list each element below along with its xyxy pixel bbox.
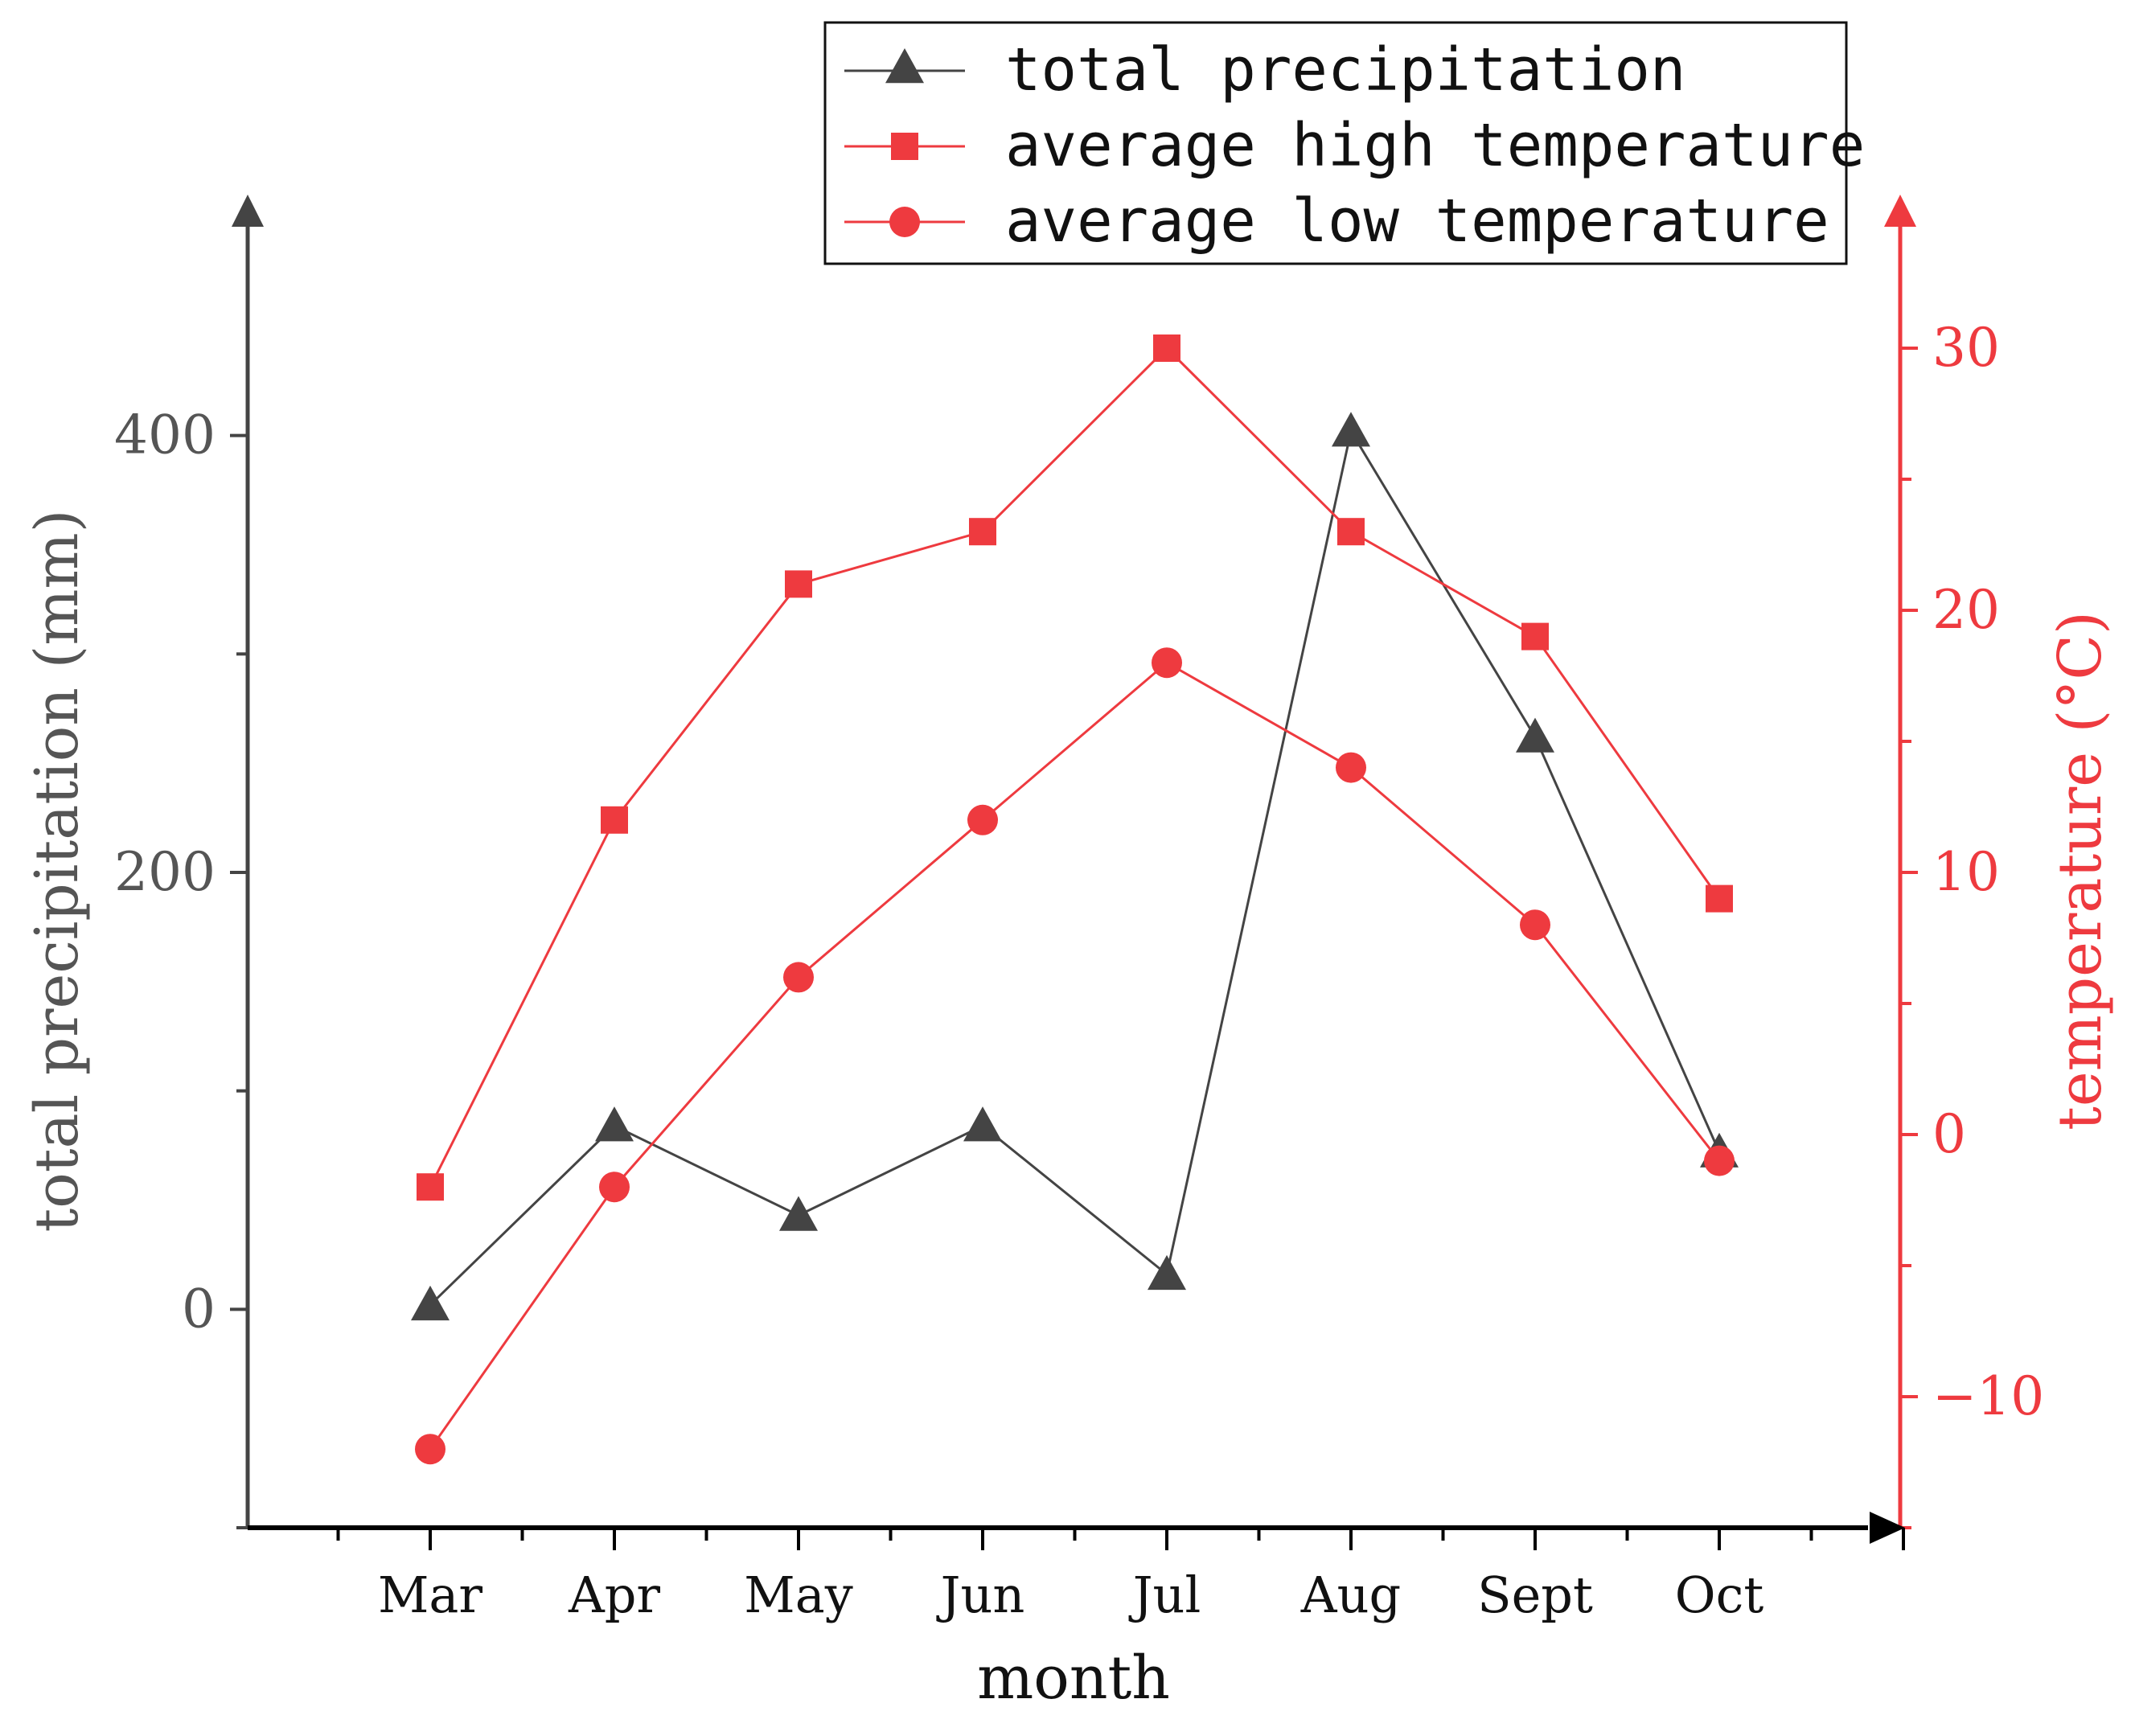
data-point xyxy=(1153,334,1180,362)
data-point xyxy=(967,804,998,835)
data-point xyxy=(969,518,996,546)
legend-label: average high temperature xyxy=(1005,111,1865,180)
series-layer xyxy=(411,334,1739,1465)
y-axis-right-arrow xyxy=(1884,195,1916,227)
data-point xyxy=(411,1285,450,1321)
series-2 xyxy=(415,647,1735,1465)
y-right-tick-label: 30 xyxy=(1932,317,2000,379)
labels-layer: total precipitation (mm) temperature (°C… xyxy=(23,509,2115,1713)
legend-entry-1: average high temperature xyxy=(844,111,1865,180)
x-tick-label: Oct xyxy=(1675,1566,1764,1624)
x-tick-label: Jul xyxy=(1128,1566,1201,1624)
legend-entry-2: average low temperature xyxy=(844,187,1829,256)
series-line xyxy=(429,661,1721,1451)
data-point xyxy=(1520,909,1550,941)
data-point xyxy=(595,1106,634,1142)
data-point xyxy=(783,962,814,993)
data-point xyxy=(417,1173,444,1201)
data-point xyxy=(1516,717,1554,753)
data-point xyxy=(1152,647,1182,679)
legend-marker xyxy=(891,133,918,160)
data-point xyxy=(1332,412,1370,447)
y-right-tick-label: 0 xyxy=(1932,1103,1966,1165)
data-point xyxy=(1706,884,1733,913)
y-left-tick-label: 400 xyxy=(114,404,216,466)
legend-box xyxy=(823,21,1848,265)
data-point xyxy=(1521,622,1549,650)
data-point xyxy=(785,570,812,598)
data-point xyxy=(779,1196,818,1231)
data-point xyxy=(1704,1145,1735,1176)
y-left-tick-label: 0 xyxy=(182,1278,216,1340)
x-axis-title: month xyxy=(977,1644,1170,1713)
data-point xyxy=(1337,518,1365,546)
y-right-tick-label: 10 xyxy=(1932,841,2000,903)
y-left-tick-label: 200 xyxy=(114,841,216,903)
y-axis-left-arrow xyxy=(232,195,264,227)
data-point xyxy=(415,1434,445,1465)
legend-marker xyxy=(885,48,924,84)
axes-layer: 0 200 400 −10 0 10 20 30 Mar Apr May Jun Jul Aug Sept O… xyxy=(114,195,2044,1624)
series-line xyxy=(429,428,1721,1306)
x-tick-label: Aug xyxy=(1300,1566,1401,1624)
x-tick-label: May xyxy=(744,1566,852,1624)
y-right-tick-label: −10 xyxy=(1932,1365,2044,1427)
y-right-tick-label: 20 xyxy=(1932,579,2000,641)
data-point xyxy=(963,1106,1002,1142)
legend-entry-0: total precipitation xyxy=(844,35,1685,105)
series-1 xyxy=(417,334,1733,1201)
data-point xyxy=(1148,1254,1186,1291)
x-tick-label: Mar xyxy=(378,1566,482,1624)
legend-label: total precipitation xyxy=(1005,35,1685,105)
legend-label: average low temperature xyxy=(1005,187,1829,256)
x-axis-arrow xyxy=(1870,1512,1905,1544)
series-line xyxy=(429,346,1721,1188)
x-tick-label: Apr xyxy=(568,1566,660,1624)
x-tick-label: Jun xyxy=(936,1566,1025,1624)
data-point xyxy=(599,1172,630,1203)
data-point xyxy=(1336,752,1366,783)
y-axis-right-title: temperature (°C) xyxy=(2046,611,2115,1131)
x-tick-label: Sept xyxy=(1477,1566,1593,1624)
legend-marker xyxy=(889,207,920,237)
y-axis-left-title: total precipitation (mm) xyxy=(23,509,92,1232)
data-point xyxy=(601,806,628,834)
